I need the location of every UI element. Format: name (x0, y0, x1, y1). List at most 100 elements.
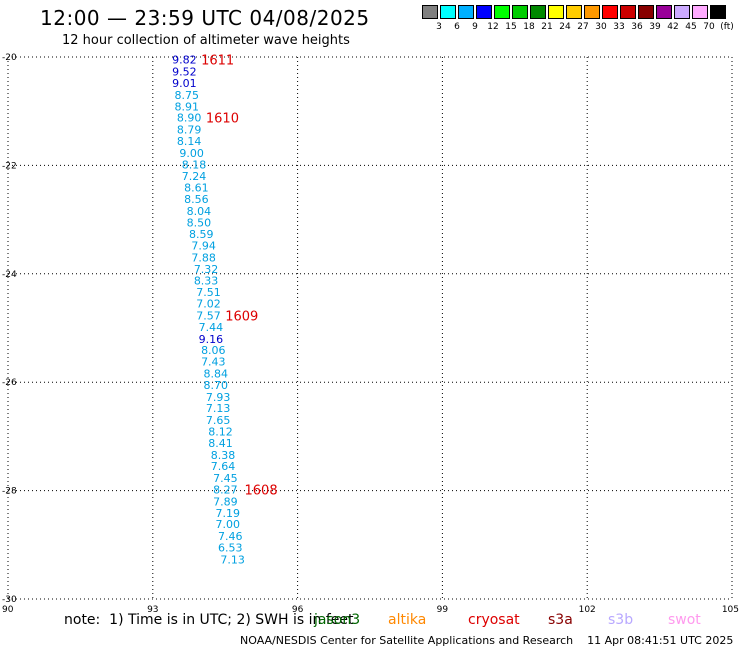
wave-height-label: 8.90 (177, 112, 202, 125)
wave-height-label: 7.19 (216, 507, 241, 520)
scale-swatch (458, 5, 474, 19)
pass-number-label: 1608 (245, 484, 278, 499)
y-tick-label: -26 (2, 378, 17, 388)
wave-height-label: 6.53 (218, 542, 243, 555)
x-tick-label: 96 (292, 605, 304, 615)
wave-height-label: 8.38 (211, 449, 236, 462)
wave-height-label: 7.02 (196, 298, 221, 311)
scale-label: 3 (436, 22, 442, 32)
wave-height-label: 8.84 (203, 368, 228, 381)
satellite-label-swot: swot (668, 612, 701, 628)
y-tick-label: -20 (2, 53, 17, 63)
scale-label: 70 (703, 22, 715, 32)
scale-label: 24 (559, 22, 571, 32)
wave-height-label: 7.32 (194, 263, 219, 276)
wave-height-label: 8.12 (208, 426, 233, 439)
wave-height-label: 9.01 (172, 77, 197, 90)
scale-swatch (638, 5, 654, 19)
footer-note: note: 1) Time is in UTC; 2) SWH is in fe… (64, 612, 354, 628)
wave-height-label: 7.57 (196, 310, 221, 323)
pass-number-label: 1609 (225, 310, 258, 325)
x-tick-label: 93 (147, 605, 158, 615)
scale-label: 45 (685, 22, 697, 32)
x-tick-label: 105 (722, 605, 739, 615)
satellite-label-jason3: jason3 (314, 612, 361, 628)
scale-swatch (656, 5, 672, 19)
scale-label: 12 (487, 22, 499, 32)
wave-height-label: 8.50 (187, 216, 212, 229)
wave-height-label: 7.45 (213, 472, 238, 485)
scale-swatch (692, 5, 708, 19)
scale-swatch (710, 5, 726, 19)
wave-height-label: 7.65 (206, 414, 231, 427)
wave-height-label: 7.13 (220, 553, 245, 566)
wave-height-label: 7.43 (201, 356, 226, 369)
wave-height-label: 8.04 (187, 205, 212, 218)
wave-height-label: 7.93 (206, 391, 231, 404)
scale-swatch (530, 5, 546, 19)
scale-label: 30 (595, 22, 607, 32)
satellite-label-s3a: s3a (548, 612, 573, 628)
wave-height-label: 8.91 (175, 100, 200, 113)
wave-height-label: 8.41 (208, 437, 233, 450)
chart-subtitle: 12 hour collection of altimeter wave hei… (62, 33, 350, 48)
y-tick-label: -30 (2, 595, 17, 605)
pass-number-label: 1610 (206, 112, 239, 127)
scale-swatch (548, 5, 564, 19)
x-tick-label: 90 (2, 605, 14, 615)
wave-height-label: 8.18 (182, 158, 207, 171)
scale-label: 33 (613, 22, 625, 32)
wave-height-label: 7.51 (196, 286, 221, 299)
scale-swatch (476, 5, 492, 19)
wave-height-label: 7.13 (206, 402, 231, 415)
scale-label: 21 (541, 22, 553, 32)
satellite-label-altika: altika (388, 612, 427, 628)
satellite-label-cryosat: cryosat (468, 612, 520, 628)
scale-swatch (584, 5, 600, 19)
wave-height-label: 7.46 (218, 530, 243, 543)
scale-swatch (494, 5, 510, 19)
wave-height-label: 7.24 (182, 170, 207, 183)
wave-height-label: 8.27 (213, 484, 238, 497)
scale-swatch (512, 5, 528, 19)
wave-height-label: 9.16 (199, 333, 224, 346)
x-tick-label: 99 (437, 605, 449, 615)
wave-height-label: 7.88 (191, 252, 216, 265)
y-tick-label: -24 (2, 270, 17, 280)
wave-height-label: 8.06 (201, 344, 226, 357)
satellite-label-s3b: s3b (608, 612, 634, 628)
scale-swatch (422, 5, 438, 19)
wave-height-label: 8.75 (175, 89, 200, 102)
wave-height-label: 8.79 (177, 124, 202, 137)
wave-height-label: 8.56 (184, 193, 209, 206)
wave-height-label: 8.14 (177, 135, 202, 148)
scale-label: 15 (505, 22, 517, 32)
pass-number-label: 1611 (201, 54, 234, 69)
wave-height-label: 8.61 (184, 182, 209, 195)
y-tick-label: -22 (2, 161, 17, 171)
wave-height-label: 8.33 (194, 274, 219, 287)
footer-credit: NOAA/NESDIS Center for Satellite Applica… (240, 634, 734, 647)
wave-height-label: 9.82 (172, 54, 197, 67)
wave-height-label: 8.59 (189, 228, 214, 241)
scale-label: (ft) (720, 22, 734, 32)
chart-title: 12:00 — 23:59 UTC 04/08/2025 (40, 6, 370, 30)
wave-height-label: 7.94 (191, 240, 216, 253)
wave-height-label: 7.00 (216, 518, 241, 531)
scale-label: 6 (454, 22, 460, 32)
x-tick-label: 102 (579, 605, 596, 615)
scale-label: 9 (472, 22, 478, 32)
scale-swatch (674, 5, 690, 19)
scale-swatch (440, 5, 456, 19)
scale-label: 27 (577, 22, 589, 32)
wave-height-label: 8.70 (203, 379, 228, 392)
scale-swatch (620, 5, 636, 19)
scale-label: 18 (523, 22, 535, 32)
wave-height-label: 7.89 (213, 495, 238, 508)
wave-height-label: 9.52 (172, 66, 197, 79)
scale-label: 39 (649, 22, 661, 32)
scale-label: 42 (667, 22, 679, 32)
scale-swatch (566, 5, 582, 19)
y-tick-label: -28 (2, 487, 17, 497)
